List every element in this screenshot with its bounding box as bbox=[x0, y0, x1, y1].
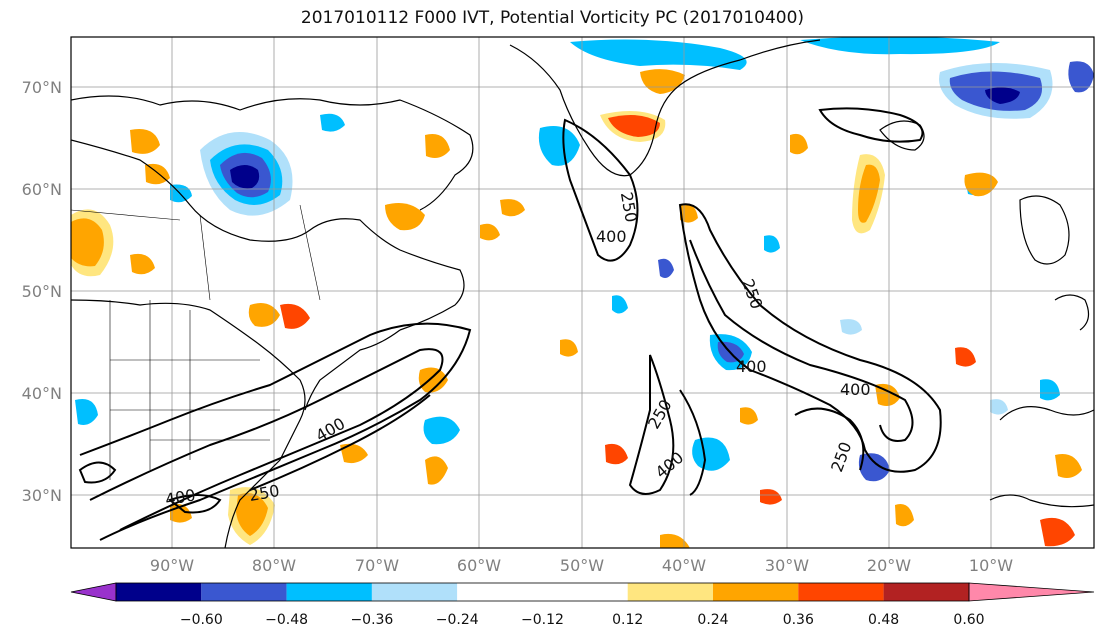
colorbar-tick-label: −0.24 bbox=[436, 612, 479, 628]
contour-label: 400 bbox=[596, 227, 627, 246]
lon-label: 10°W bbox=[969, 556, 1013, 575]
positive-pv-shading bbox=[71, 69, 1082, 548]
lon-label: 60°W bbox=[457, 556, 501, 575]
colorbar-extend-high bbox=[968, 582, 1095, 602]
colorbar-segment bbox=[457, 583, 628, 601]
colorbar-segment bbox=[116, 583, 202, 601]
colorbar-segment bbox=[798, 583, 884, 601]
colorbar-segment bbox=[201, 583, 287, 601]
colorbar: −0.60 −0.48 −0.36 −0.24 −0.12 0.12 0.24 … bbox=[70, 582, 1095, 628]
colorbar-segment bbox=[713, 583, 799, 601]
colorbar-segment bbox=[286, 583, 372, 601]
contour-label: 400 bbox=[736, 357, 767, 376]
contour-label: 400 bbox=[840, 380, 871, 399]
colorbar-tick-label: −0.12 bbox=[521, 612, 564, 628]
coastlines bbox=[71, 39, 1094, 548]
ivt-contours bbox=[78, 107, 942, 541]
lon-label: 30°W bbox=[765, 556, 809, 575]
colorbar-outline bbox=[115, 582, 970, 602]
lon-label: 90°W bbox=[150, 556, 194, 575]
lon-label: 20°W bbox=[867, 556, 911, 575]
map-title: 2017010112 F000 IVT, Potential Vorticity… bbox=[300, 8, 805, 28]
colorbar-tick-label: 0.60 bbox=[953, 612, 984, 628]
colorbar-tick-label: −0.36 bbox=[350, 612, 393, 628]
map-frame bbox=[70, 36, 1095, 549]
latitude-labels: 70°N 60°N 50°N 40°N 30°N bbox=[22, 78, 62, 505]
lat-label: 60°N bbox=[22, 180, 62, 199]
lon-label: 80°W bbox=[252, 556, 296, 575]
political-borders bbox=[71, 204, 321, 480]
colorbar-tick-label: 0.36 bbox=[783, 612, 814, 628]
colorbar-segment bbox=[627, 583, 713, 601]
lon-label: 50°W bbox=[560, 556, 604, 575]
colorbar-segment bbox=[883, 583, 969, 601]
longitude-labels: 90°W 80°W 70°W 60°W 50°W 40°W 30°W 20°W … bbox=[150, 556, 1013, 575]
colorbar-extend-low bbox=[70, 582, 117, 602]
lat-label: 50°N bbox=[22, 282, 62, 301]
lat-label: 70°N bbox=[22, 78, 62, 97]
colorbar-tick-label: −0.60 bbox=[180, 612, 223, 628]
colorbar-tick-label: 0.48 bbox=[868, 612, 899, 628]
graticule bbox=[71, 37, 1094, 548]
lat-label: 30°N bbox=[22, 486, 62, 505]
lon-label: 70°W bbox=[355, 556, 399, 575]
lat-label: 40°N bbox=[22, 384, 62, 403]
negative-pv-shading bbox=[75, 37, 1094, 482]
colorbar-tick-label: −0.48 bbox=[265, 612, 308, 628]
colorbar-segment bbox=[371, 583, 458, 601]
lon-label: 40°W bbox=[662, 556, 706, 575]
colorbar-tick-label: 0.24 bbox=[697, 612, 728, 628]
map-area bbox=[71, 37, 1094, 548]
colorbar-tick-label: 0.12 bbox=[612, 612, 643, 628]
